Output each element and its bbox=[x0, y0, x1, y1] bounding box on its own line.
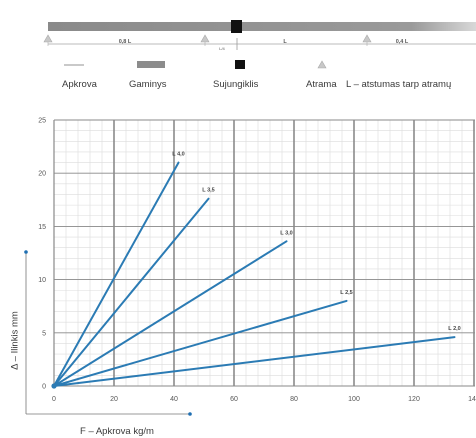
series-lines: L 4,0 L 3,5 L 3,0 L 2,5 L 2,0 bbox=[51, 152, 461, 389]
beam-product bbox=[48, 22, 476, 31]
segment-label: 0,4 L bbox=[396, 39, 409, 45]
x-tick-label: 120 bbox=[408, 396, 420, 403]
x-tick-label: 80 bbox=[290, 396, 298, 403]
tick-labels: 0 5 10 15 20 25 0 20 40 60 80 100 120 140 bbox=[38, 118, 476, 404]
series-label: L 2,0 bbox=[448, 326, 460, 332]
x-tick-label: 140 bbox=[468, 396, 476, 403]
support-icon bbox=[200, 34, 210, 46]
legend-load-label: Apkrova bbox=[62, 79, 97, 90]
legend-product-swatch bbox=[137, 61, 165, 68]
y-tick-label: 15 bbox=[38, 224, 46, 231]
series-label: L 3,0 bbox=[280, 230, 292, 236]
y-axis-arrow-head bbox=[24, 250, 28, 254]
series-line bbox=[53, 299, 348, 387]
grid-major bbox=[53, 119, 475, 387]
legend-support-icon bbox=[317, 60, 327, 69]
support-icon bbox=[43, 34, 53, 46]
x-axis-title: F – Apkrova kg/m bbox=[80, 426, 154, 437]
beam-diagram: 0,8 L L 0,4 L L/4 bbox=[43, 20, 476, 69]
legend-support-label: Atrama bbox=[306, 79, 337, 90]
x-tick-label: 20 bbox=[110, 396, 118, 403]
series-line bbox=[53, 336, 456, 387]
axis-arrows bbox=[24, 250, 192, 416]
y-tick-label: 10 bbox=[38, 277, 46, 284]
legend-product-label: Gaminys bbox=[129, 79, 167, 90]
joint-label: L/4 bbox=[219, 46, 225, 51]
y-tick-label: 20 bbox=[38, 171, 46, 178]
series-label: L 2,5 bbox=[340, 290, 352, 296]
x-axis-arrow-head bbox=[188, 412, 192, 416]
legend-connector-swatch bbox=[235, 60, 245, 69]
legend-connector-label: Sujungiklis bbox=[213, 79, 259, 90]
x-tick-label: 100 bbox=[348, 396, 360, 403]
y-tick-label: 5 bbox=[42, 330, 46, 337]
x-tick-label: 60 bbox=[230, 396, 238, 403]
series-label: L 3,5 bbox=[202, 188, 214, 194]
segment-label: L bbox=[283, 39, 287, 45]
origin-point bbox=[51, 383, 57, 389]
y-axis-title: Δ – Ilinkis mm bbox=[9, 311, 21, 370]
legend-span-note: L – atstumas tarp atramų bbox=[346, 79, 452, 90]
beam-connector bbox=[231, 20, 242, 33]
y-tick-label: 0 bbox=[42, 384, 46, 391]
support-icon bbox=[362, 34, 372, 46]
series-line bbox=[53, 161, 180, 387]
x-tick-label: 0 bbox=[52, 396, 56, 403]
series-label: L 4,0 bbox=[172, 152, 184, 158]
x-tick-label: 40 bbox=[170, 396, 178, 403]
segment-label: 0,8 L bbox=[119, 39, 132, 45]
series-line bbox=[53, 197, 210, 387]
series-line bbox=[53, 240, 288, 387]
y-tick-label: 25 bbox=[38, 118, 46, 125]
